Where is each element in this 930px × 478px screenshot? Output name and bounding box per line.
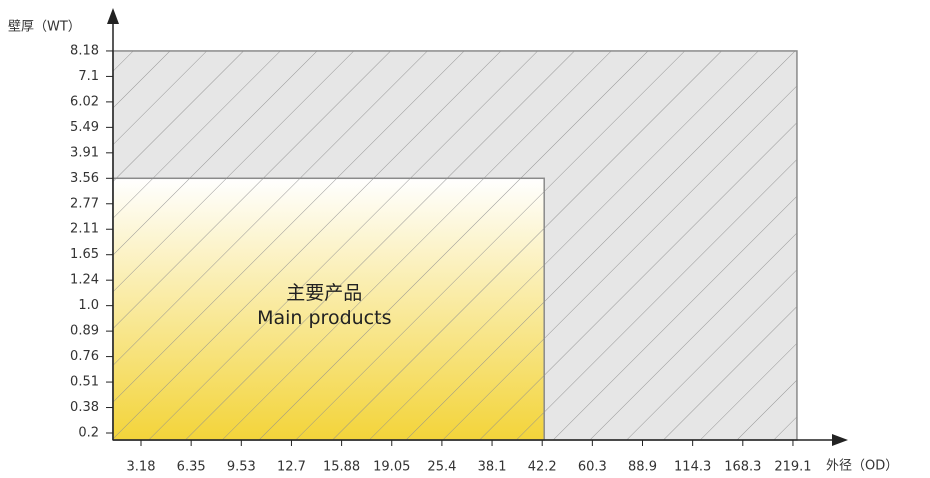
y-tick-label: 6.02 [70,94,99,109]
x-tick-label: 6.35 [177,460,206,475]
y-tick-label: 2.11 [70,222,99,237]
y-tick-label: 8.18 [70,43,99,58]
y-tick-label: 0.2 [78,426,99,441]
y-tick-label: 0.89 [70,324,99,339]
y-tick-label: 5.49 [70,120,99,135]
x-tick-label: 168.3 [724,460,761,475]
x-tick-label: 60.3 [578,460,607,475]
region-label: 主要产品 [286,282,362,304]
y-tick-label: 2.77 [70,196,99,211]
x-tick-label: 42.2 [528,460,557,475]
x-tick-label: 3.18 [127,460,156,475]
y-tick-label: 7.1 [78,69,99,84]
x-tick-label: 9.53 [227,460,256,475]
x-tick-label: 19.05 [373,460,410,475]
y-tick-label: 1.0 [78,298,99,313]
x-tick-label: 114.3 [674,460,711,475]
x-axis-title: 外径（OD） [826,459,898,474]
y-tick-label: 1.65 [70,247,99,262]
y-tick-label: 0.51 [70,375,99,390]
y-tick-label: 0.76 [70,349,99,364]
region-hatch [113,178,545,441]
y-tick-label: 0.38 [70,400,99,415]
x-arrow [832,434,848,446]
x-tick-label: 219.1 [774,460,811,475]
y-tick-label: 1.24 [70,273,99,288]
region-sublabel: Main products [257,307,391,329]
x-tick-label: 25.4 [427,460,456,475]
x-tick-label: 12.7 [277,460,306,475]
x-tick-label: 38.1 [478,460,507,475]
y-arrow [107,8,119,24]
y-tick-label: 3.91 [70,145,99,160]
x-tick-label: 15.88 [323,460,360,475]
y-tick-label: 3.56 [70,171,99,186]
y-axis-title: 壁厚（WT） [8,20,81,35]
x-tick-label: 88.9 [628,460,657,475]
